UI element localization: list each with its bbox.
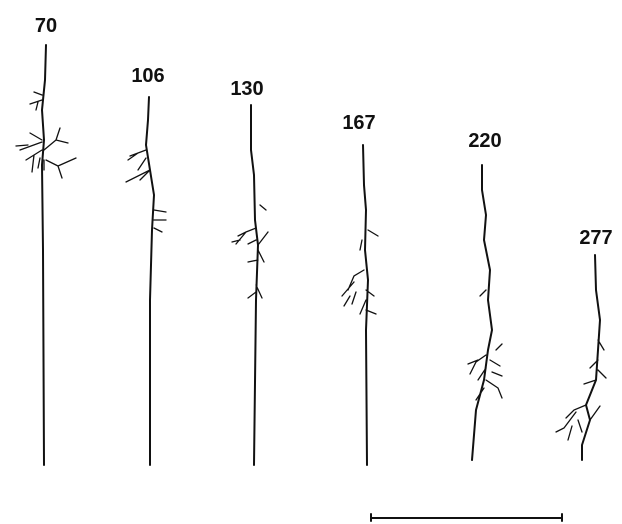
neuron [126, 97, 166, 465]
cell-label: 220 [468, 130, 501, 152]
neuron [556, 255, 606, 460]
neuron [16, 45, 76, 465]
cell-label: 106 [131, 65, 164, 87]
scale-bar [371, 514, 562, 521]
cell-label: 277 [579, 227, 612, 249]
cell-label: 167 [342, 112, 375, 134]
cell-label: 70 [35, 15, 57, 37]
neuron [232, 105, 268, 465]
neuron [342, 145, 378, 465]
page: {"labels": ["70", "106", "130", "167", "… [0, 0, 622, 524]
figure: 70 106 130 167 220 277 [0, 0, 622, 524]
neuron [468, 165, 502, 460]
cell-label: 130 [230, 78, 263, 100]
